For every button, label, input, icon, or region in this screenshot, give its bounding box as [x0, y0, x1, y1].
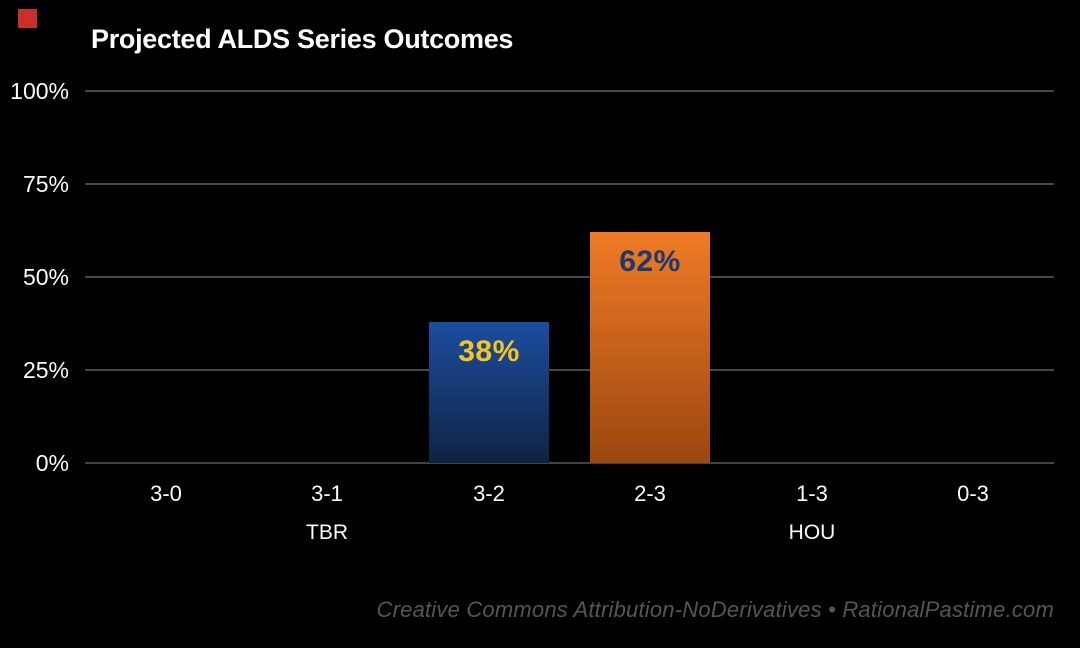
bar-2-3-value-label: 62% — [619, 245, 681, 278]
xtick-3-1: 3-1 — [311, 481, 343, 506]
chart-title: Projected ALDS Series Outcomes — [91, 24, 514, 54]
team-label-hou: HOU — [788, 521, 836, 544]
gridline-100 — [85, 90, 1054, 92]
xtick-3-2: 3-2 — [473, 481, 505, 506]
bar-2-3: 62% — [590, 232, 710, 463]
gridline-25 — [85, 369, 1054, 371]
gridline-75 — [85, 183, 1054, 185]
ytick-25: 25% — [22, 357, 69, 383]
team-label-tbr: TBR — [306, 521, 348, 544]
ytick-100: 100% — [10, 78, 69, 104]
xtick-0-3: 0-3 — [957, 481, 989, 506]
gridline-50 — [85, 276, 1054, 278]
xtick-3-0: 3-0 — [150, 481, 182, 506]
xtick-2-3: 2-3 — [634, 481, 666, 506]
footer-attribution: Creative Commons Attribution-NoDerivativ… — [376, 597, 1054, 622]
bar-3-2-value-label: 38% — [458, 335, 520, 368]
ytick-50: 50% — [22, 264, 69, 290]
bar-3-2: 38% — [429, 322, 549, 463]
ytick-0: 0% — [35, 450, 69, 476]
x-axis-line — [85, 462, 1054, 464]
brand-mark-red-square — [18, 9, 37, 28]
xtick-1-3: 1-3 — [796, 481, 828, 506]
ytick-75: 75% — [22, 171, 69, 197]
